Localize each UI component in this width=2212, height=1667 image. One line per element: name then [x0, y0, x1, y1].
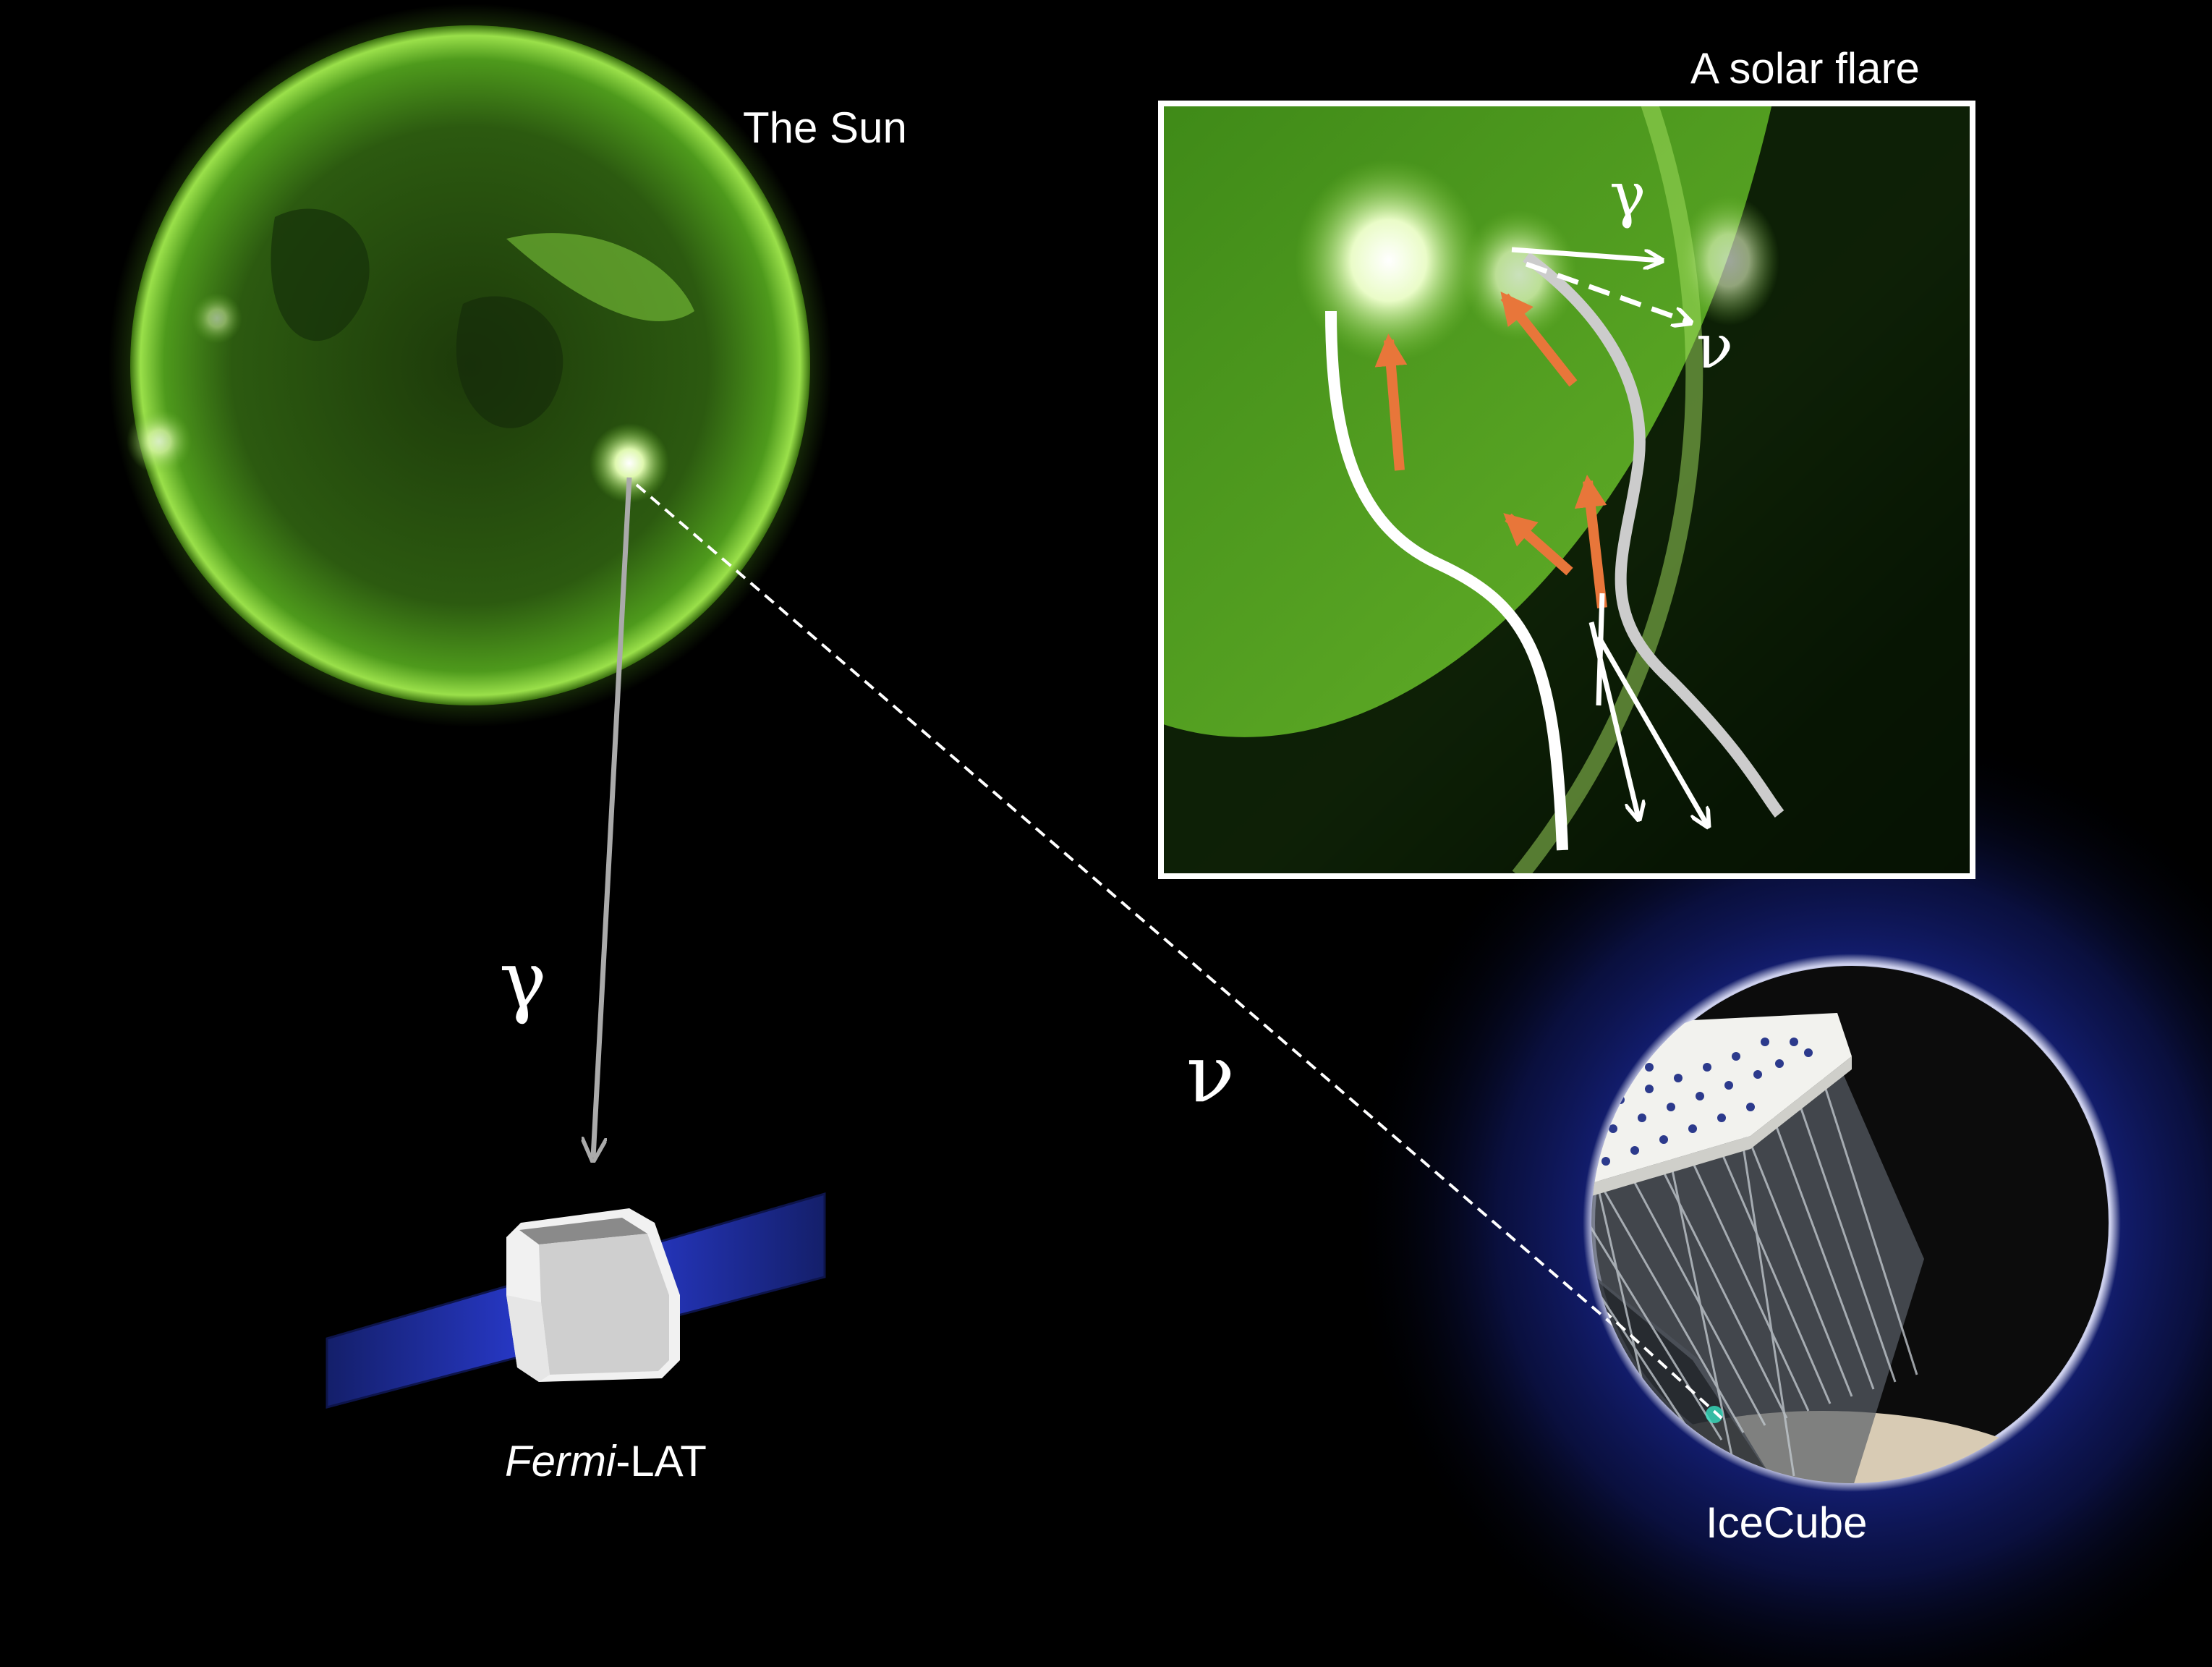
sun-disk: [109, 4, 832, 727]
solar-flare-label: A solar flare: [1690, 43, 1920, 93]
icecube-label: IceCube: [1706, 1498, 1867, 1548]
flare-inset: [1161, 103, 1973, 876]
gamma-symbol: γ: [499, 933, 547, 1026]
sun-label: The Sun: [743, 103, 907, 153]
inset-neutrino-symbol: ν: [1696, 311, 1733, 382]
inset-gamma-symbol: γ: [1609, 159, 1646, 230]
fermi-satellite: [327, 1194, 825, 1407]
neutrino-symbol: ν: [1186, 1027, 1235, 1120]
fermi-lat-label: Fermi-LAT: [505, 1437, 707, 1485]
